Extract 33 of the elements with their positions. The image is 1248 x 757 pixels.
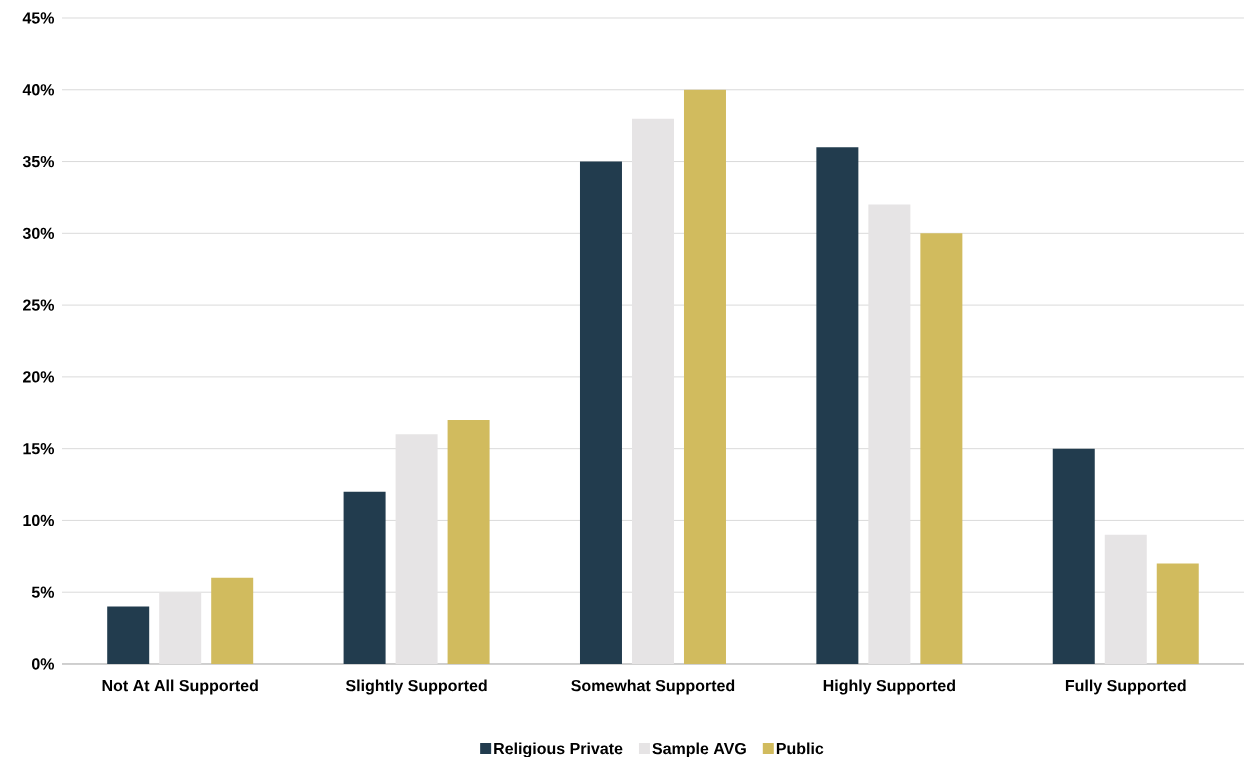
y-tick-label: 15% xyxy=(23,443,55,455)
legend-label: Sample AVG xyxy=(652,742,746,757)
y-tick-label: 25% xyxy=(23,299,55,311)
bar xyxy=(1104,534,1147,664)
legend-label: Public xyxy=(776,742,824,755)
legend-label: Religious Private xyxy=(494,742,623,757)
x-tick-label: Not At All Supported xyxy=(102,679,258,695)
y-tick-label: 10% xyxy=(23,514,55,527)
bar xyxy=(920,233,963,664)
bar xyxy=(107,606,150,664)
x-tick-label: Fully Supported xyxy=(1065,679,1186,695)
bar xyxy=(631,118,674,664)
y-tick-label: 45% xyxy=(22,12,55,24)
y-tick-label: 35% xyxy=(22,155,55,168)
x-tick-label: Slightly Supported xyxy=(345,679,487,695)
y-tick-label: 20% xyxy=(23,371,55,383)
y-tick-label: 0% xyxy=(31,658,55,670)
y-tick-label: 40% xyxy=(22,84,55,96)
y-tick-label: 5% xyxy=(31,586,55,598)
x-tick-label: Highly Supported xyxy=(823,679,955,695)
bar xyxy=(683,89,726,664)
bar xyxy=(159,592,202,664)
bar xyxy=(343,491,386,664)
bar xyxy=(395,434,438,664)
bar xyxy=(868,204,911,664)
bar xyxy=(579,161,622,664)
bar xyxy=(1156,563,1199,664)
bar xyxy=(211,577,254,664)
bar xyxy=(447,419,490,664)
bar xyxy=(816,147,859,664)
bar xyxy=(1052,448,1095,664)
x-tick-label: Somewhat Supported xyxy=(571,679,735,695)
y-tick-label: 30% xyxy=(22,227,55,239)
